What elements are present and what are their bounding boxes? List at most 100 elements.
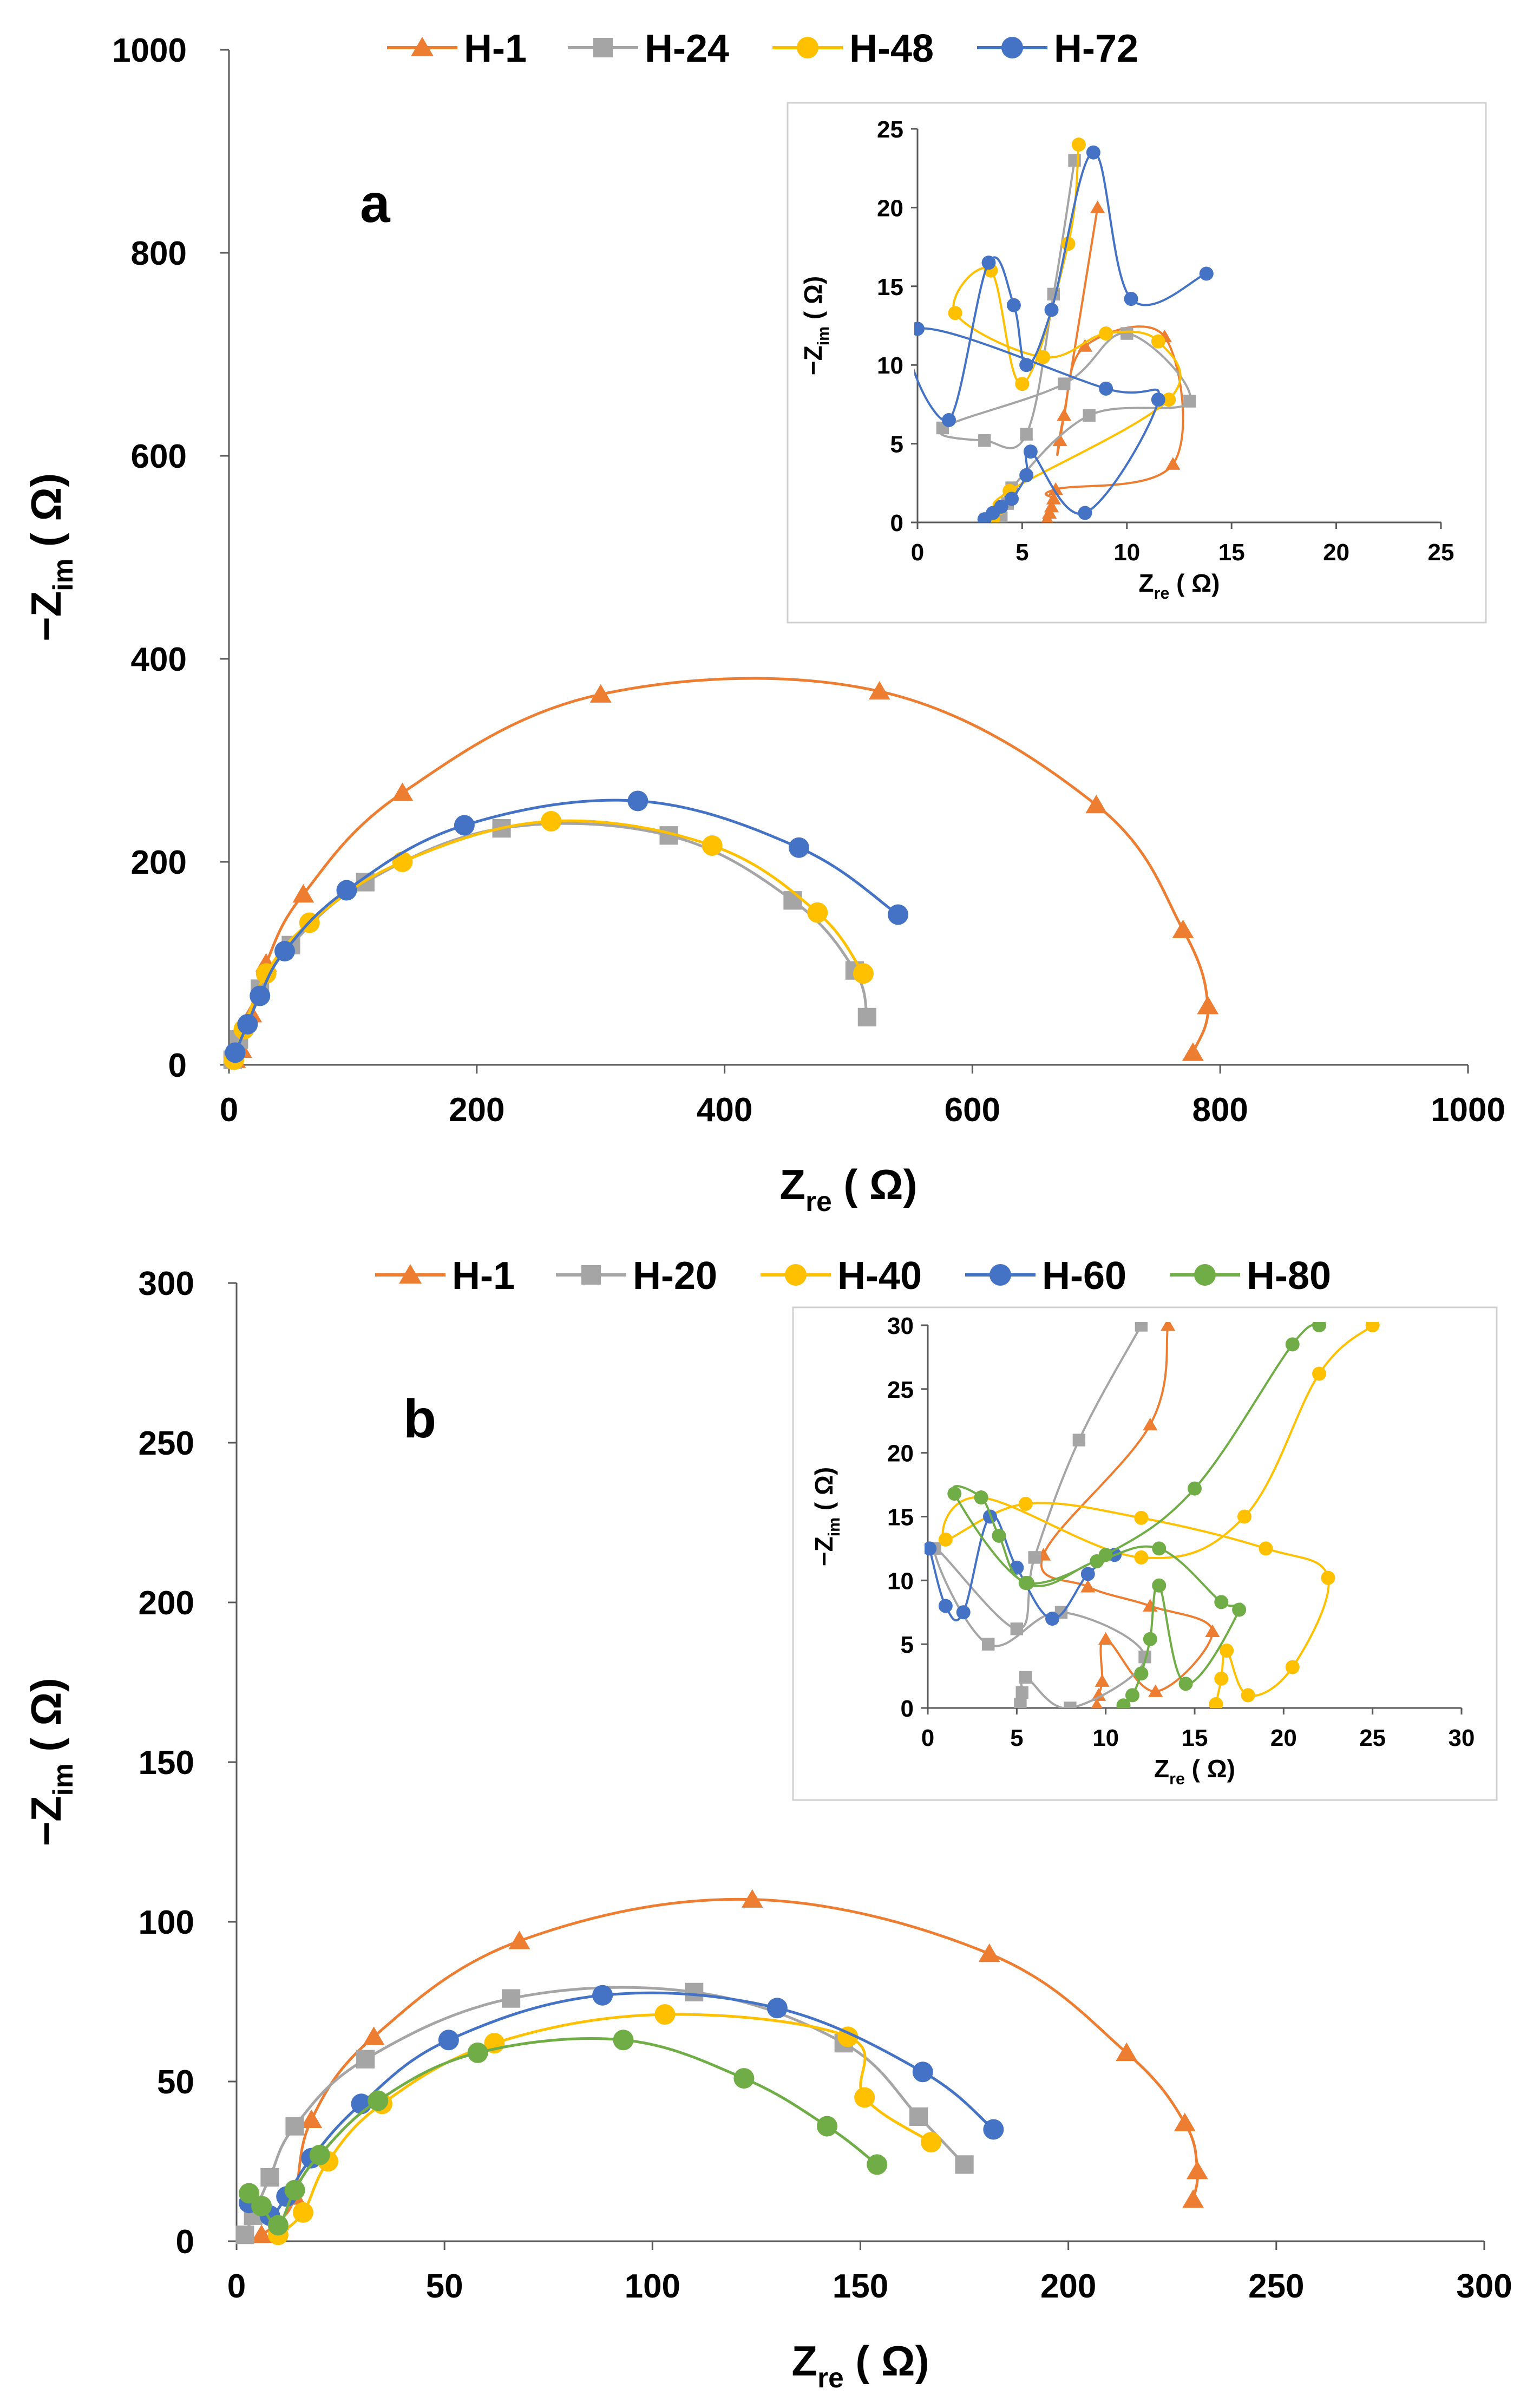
inset-data-point: [1312, 1322, 1327, 1332]
inset-y-tick-label: 25: [887, 1377, 914, 1403]
inset-data-point: [1058, 377, 1071, 390]
inset-data-point: [1134, 1550, 1149, 1565]
series-H-80: [239, 2030, 888, 2236]
inset-data-point: [1285, 1337, 1300, 1352]
data-point: [807, 902, 828, 923]
data-point: [285, 2117, 304, 2136]
inset-data-point: [978, 434, 991, 447]
data-point: [251, 2224, 273, 2243]
inset-y-tick-label: 10: [887, 1568, 914, 1594]
inset-data-point: [1020, 1576, 1035, 1591]
inset-x-axis-title-unit: ( Ω): [1185, 1755, 1235, 1783]
data-point: [983, 2119, 1004, 2140]
x-axis-title-unit: ( Ω): [832, 1161, 918, 1208]
inset-data-point: [1078, 506, 1092, 520]
inset-y-axis-title: −Zim ( Ω): [810, 1467, 843, 1566]
data-point: [857, 1007, 876, 1026]
y-axis-title-unit: ( Ω): [22, 473, 70, 559]
legend-marker: [785, 1264, 807, 1286]
data-point: [817, 2116, 838, 2137]
inset-data-point: [938, 1532, 953, 1547]
data-point: [685, 1982, 704, 2001]
inset-data-point: [1028, 1551, 1041, 1564]
inset-x-tick-label: 15: [1218, 539, 1245, 566]
data-point: [912, 2061, 933, 2083]
x-axis-title: Zre ( Ω): [791, 2337, 929, 2393]
data-point: [502, 1989, 521, 2008]
inset-data-point: [1365, 1322, 1380, 1332]
x-tick-label: 200: [1040, 2268, 1096, 2305]
data-point: [368, 2090, 389, 2111]
inset-data-point: [1095, 1674, 1110, 1687]
inset-x-axis-title: Zre ( Ω): [1139, 569, 1220, 603]
y-axis-title-main: −Z: [22, 1796, 70, 1846]
inset-data-point: [1120, 327, 1133, 340]
y-axis-title-sub: im: [47, 1763, 78, 1796]
inset-x-tick-label: 30: [1449, 1725, 1475, 1751]
inset-y-axis-title-sub: im: [815, 326, 833, 345]
inset-data-point: [974, 1490, 988, 1505]
inset-data-point: [1015, 377, 1030, 391]
y-axis-title: −Zim ( Ω): [22, 473, 78, 642]
data-point: [1182, 2189, 1204, 2208]
inset-data-point: [925, 1541, 937, 1556]
data-point: [788, 837, 809, 858]
data-point: [239, 2183, 260, 2204]
inset-y-tick-label: 25: [877, 116, 903, 143]
inset-data-point: [1125, 1688, 1139, 1703]
inset-x-tick-label: 0: [921, 1725, 934, 1751]
data-point: [1116, 2042, 1138, 2061]
inset-y-axis-title-main: −Z: [810, 1536, 838, 1566]
inset-data-point: [1090, 200, 1105, 213]
data-point: [1197, 996, 1219, 1015]
data-point: [978, 1943, 1000, 1962]
data-point: [1085, 795, 1108, 814]
x-tick-label: 0: [220, 1091, 238, 1129]
legend-item: H-60: [965, 1254, 1126, 1298]
inset-data-point: [1099, 381, 1113, 396]
inset-data-point: [1098, 1548, 1113, 1562]
inset-data-point: [1045, 1612, 1060, 1626]
inset-data-point: [1214, 1671, 1229, 1686]
x-axis-title: Zre ( Ω): [779, 1161, 917, 1217]
data-point: [1182, 1042, 1204, 1061]
inset-x-axis-title-unit: ( Ω): [1169, 569, 1220, 597]
data-point: [627, 790, 648, 811]
inset-data-point: [1151, 334, 1165, 349]
data-point: [508, 1930, 530, 1949]
data-point: [260, 2168, 279, 2187]
data-point: [454, 815, 475, 836]
inset-data-point: [1152, 1541, 1167, 1556]
inset-data-point: [1020, 428, 1033, 441]
data-point: [867, 2154, 888, 2175]
inset-data-point: [1209, 1697, 1223, 1708]
inset-x-tick-label: 25: [1428, 539, 1454, 566]
legend-item: H-40: [761, 1254, 922, 1298]
panel-label: b: [403, 1389, 436, 1449]
data-point: [853, 963, 874, 984]
data-point: [783, 891, 802, 910]
inset-series-H-80: [947, 1322, 1327, 1708]
inset-y-axis-title-sub: im: [825, 1517, 843, 1536]
legend-item: H-72: [977, 27, 1138, 70]
inset-data-point: [1086, 145, 1100, 160]
inset-data-point: [1023, 444, 1038, 459]
inset-data-point: [947, 1487, 962, 1501]
legend-label: H-1: [452, 1254, 515, 1298]
data-point: [292, 2202, 313, 2223]
x-tick-label: 300: [1456, 2268, 1512, 2305]
inset-y-tick-label: 0: [901, 1696, 914, 1722]
inset-y-tick-label: 0: [890, 510, 903, 536]
y-axis-title-main: −Z: [22, 591, 70, 642]
inset-data-point: [942, 413, 956, 427]
data-point: [1186, 2161, 1208, 2180]
inset-y-tick-label: 15: [887, 1504, 914, 1531]
panel-label: a: [360, 173, 391, 234]
inset-y-tick-label: 10: [877, 352, 903, 379]
y-tick-label: 1000: [112, 32, 187, 69]
data-point: [955, 2155, 974, 2174]
data-point: [702, 835, 723, 856]
inset-data-point: [948, 306, 962, 320]
